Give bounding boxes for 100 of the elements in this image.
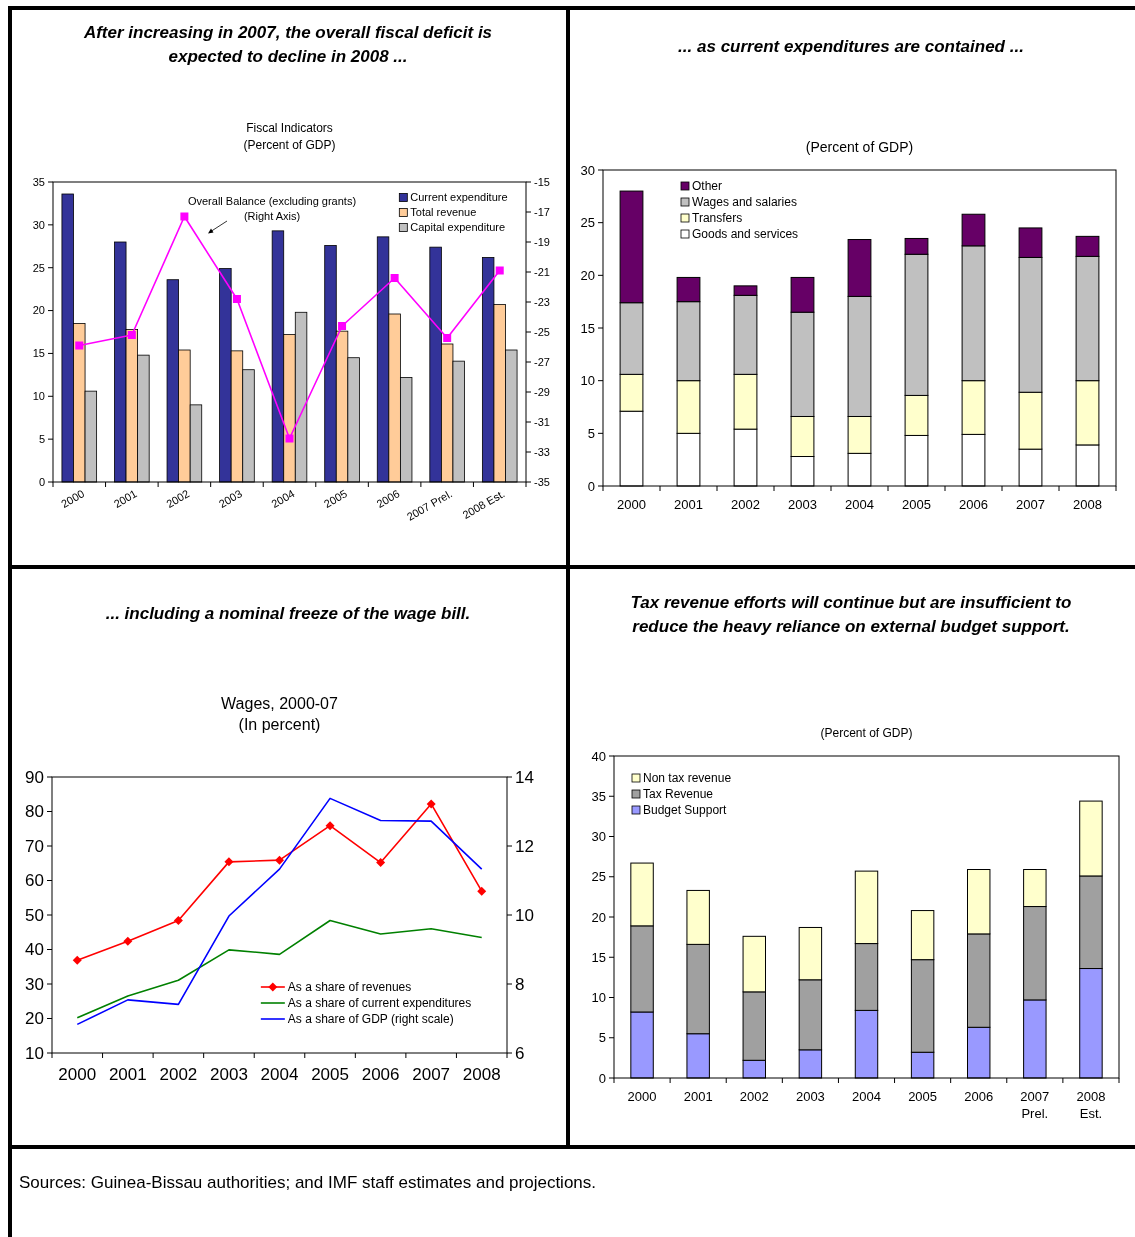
y2-tick-label: 10 bbox=[515, 905, 534, 925]
y2-tick-label: -23 bbox=[534, 295, 550, 308]
point bbox=[426, 799, 436, 809]
y-tick-label: 5 bbox=[38, 432, 45, 445]
point bbox=[180, 212, 189, 221]
legend-label: Non tax revenue bbox=[643, 771, 732, 786]
y-tick-label: 90 bbox=[25, 767, 44, 787]
x-tick-label: 2004 bbox=[269, 487, 297, 510]
point bbox=[376, 858, 386, 868]
x-tick-label: 2002 bbox=[731, 497, 760, 512]
y-tick-label: 40 bbox=[25, 940, 44, 960]
y2-tick-label: 12 bbox=[515, 836, 534, 856]
y-tick-label: 10 bbox=[32, 390, 45, 403]
y-tick-label: 35 bbox=[591, 788, 606, 804]
y2-tick-label: -17 bbox=[534, 205, 550, 218]
x-tick-label: 2007 bbox=[412, 1065, 451, 1084]
x-tick-label: 2007 Prel. bbox=[1020, 1089, 1050, 1121]
y-tick-label: 0 bbox=[598, 1070, 606, 1086]
x-tick-label: 2001 bbox=[674, 497, 703, 512]
legend-label: Tax Revenue bbox=[643, 787, 714, 802]
y-tick-label: 20 bbox=[580, 267, 595, 283]
x-tick-label: 2000 bbox=[59, 487, 87, 510]
x-tick-label: 2001 bbox=[108, 1065, 147, 1084]
x-tick-label: 2006 bbox=[374, 487, 402, 510]
legend-label: Goods and services bbox=[692, 227, 799, 242]
y2-tick-label: -19 bbox=[534, 235, 550, 248]
y2-tick-label: -21 bbox=[534, 265, 550, 278]
y-tick-label: 5 bbox=[598, 1030, 606, 1046]
y-tick-label: 25 bbox=[591, 869, 606, 885]
x-tick-label: 2002 bbox=[159, 1065, 198, 1084]
legend-label: Budget Support bbox=[643, 803, 728, 818]
chart-subtitle: Wages, 2000-07 (In percent) bbox=[221, 695, 339, 733]
y-tick-label: 60 bbox=[25, 871, 44, 891]
point bbox=[325, 821, 335, 831]
y2-tick-label: -29 bbox=[534, 385, 550, 398]
legend-label: Current expenditure bbox=[410, 191, 508, 204]
x-tick-label: 2003 bbox=[795, 1089, 825, 1104]
y2-tick-label: -33 bbox=[534, 445, 550, 458]
point bbox=[338, 322, 347, 330]
y2-tick-label: -35 bbox=[534, 475, 550, 488]
y-tick-label: 70 bbox=[25, 836, 44, 856]
chart-title: ... as current expenditures are contained ... bbox=[678, 37, 1024, 56]
y-tick-label: 15 bbox=[591, 949, 606, 965]
y2-tick-label: -31 bbox=[534, 415, 550, 428]
legend-label: Transfers bbox=[692, 211, 743, 226]
x-tick-label: 2008 bbox=[1073, 497, 1102, 512]
point bbox=[224, 857, 234, 867]
y-tick-label: 15 bbox=[580, 320, 595, 336]
x-tick-label: 2005 bbox=[321, 487, 350, 510]
x-tick-label: 2001 bbox=[111, 487, 139, 510]
legend-label: Wages and salaries bbox=[692, 195, 797, 210]
y-tick-label: 30 bbox=[32, 218, 45, 231]
point bbox=[285, 434, 294, 443]
chart-title: Tax revenue efforts will continue but are insufficient to reduce the heavy reliance on external budget support. bbox=[630, 593, 1072, 636]
point bbox=[443, 334, 452, 342]
point bbox=[390, 274, 399, 282]
legend-label: As a share of current expenditures bbox=[287, 996, 472, 1011]
x-tick-label: 2005 bbox=[311, 1065, 349, 1084]
x-tick-label: 2003 bbox=[788, 497, 817, 512]
chart-title: ... including a nominal freeze of the wage bill. bbox=[105, 604, 471, 623]
x-tick-label: 2003 bbox=[216, 487, 244, 510]
y-tick-label: 20 bbox=[25, 1009, 44, 1029]
x-tick-label: 2007 Prel. bbox=[404, 487, 455, 523]
y-tick-label: 20 bbox=[591, 909, 606, 925]
y-tick-label: 40 bbox=[591, 748, 606, 764]
y-tick-label: 50 bbox=[25, 905, 44, 925]
y-tick-label: 0 bbox=[587, 478, 595, 494]
y-tick-label: 30 bbox=[591, 829, 606, 845]
legend-label: As a share of GDP (right scale) bbox=[287, 1012, 454, 1027]
point bbox=[72, 955, 82, 965]
source-note: Sources: Guinea-Bissau authorities; and IMF staff estimates and projections. bbox=[19, 1172, 597, 1192]
x-tick-label: 2005 bbox=[908, 1089, 938, 1104]
x-tick-label: 2001 bbox=[683, 1089, 713, 1104]
y2-tick-label: 14 bbox=[515, 767, 534, 787]
x-tick-label: 2008 Est. bbox=[460, 487, 507, 521]
point bbox=[123, 936, 133, 946]
y-tick-label: 10 bbox=[25, 1043, 44, 1063]
point bbox=[173, 916, 183, 926]
annotation: Overall Balance (excluding grants) (Right Axis) bbox=[187, 195, 357, 222]
y-tick-label: 20 bbox=[32, 304, 45, 317]
x-tick-label: 2007 bbox=[1016, 497, 1045, 512]
y-tick-label: 25 bbox=[32, 261, 45, 274]
point bbox=[75, 341, 84, 350]
y-tick-label: 15 bbox=[32, 347, 45, 360]
x-tick-label: 2003 bbox=[210, 1065, 248, 1084]
y2-tick-label: -27 bbox=[534, 355, 550, 368]
y2-tick-label: 8 bbox=[515, 974, 525, 994]
y-tick-label: 10 bbox=[591, 990, 606, 1006]
x-tick-label: 2004 bbox=[260, 1065, 299, 1084]
point bbox=[495, 266, 504, 275]
chart-subtitle: (Percent of GDP) bbox=[805, 139, 914, 155]
legend-label: As a share of revenues bbox=[287, 980, 412, 995]
x-tick-label: 2006 bbox=[361, 1065, 400, 1084]
x-tick-label: 2005 bbox=[902, 497, 931, 512]
y-tick-label: 30 bbox=[580, 162, 595, 178]
point bbox=[127, 331, 136, 339]
legend-label: Other bbox=[692, 179, 723, 194]
legend-label: Capital expenditure bbox=[410, 221, 506, 234]
x-tick-label: 2000 bbox=[627, 1089, 657, 1104]
x-tick-label: 2000 bbox=[617, 497, 646, 512]
